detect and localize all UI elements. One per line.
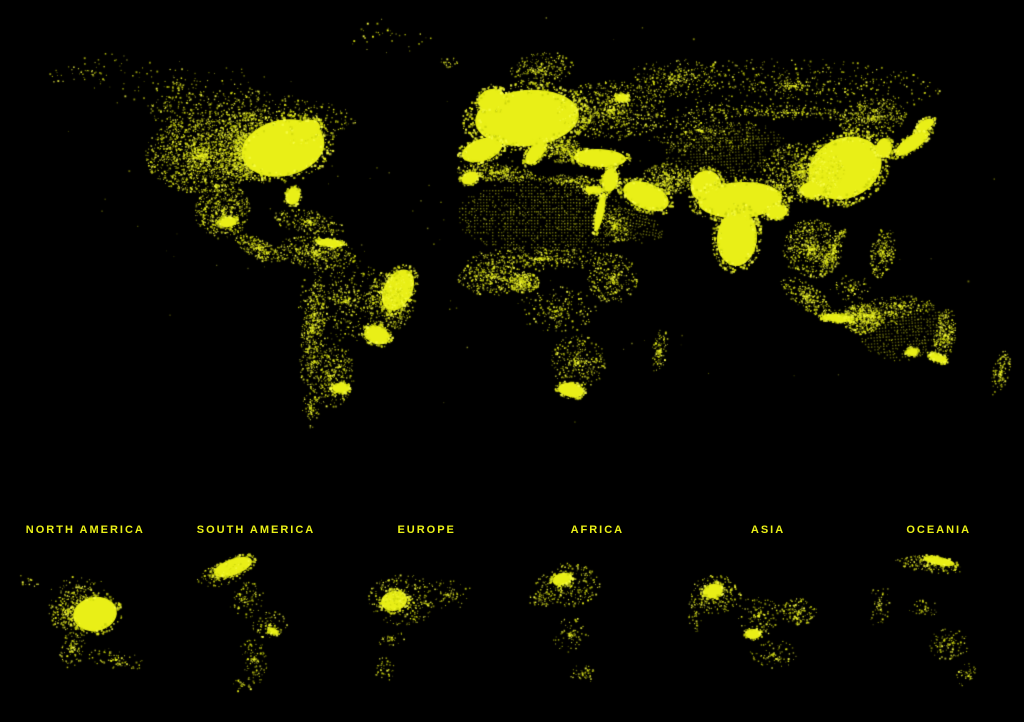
inset-map-north-america bbox=[0, 539, 171, 697]
world-night-lights-map-canvas bbox=[0, 0, 1024, 512]
inset-label-north-america: NORTH AMERICA bbox=[25, 524, 145, 536]
inset-label-europe: EUROPE bbox=[397, 524, 456, 536]
inset-africa: AFRICA bbox=[512, 512, 683, 722]
inset-label-asia: ASIA bbox=[750, 524, 786, 536]
inset-europe: EUROPE bbox=[341, 512, 512, 722]
inset-map-asia bbox=[683, 539, 854, 697]
inset-map-oceania bbox=[853, 539, 1024, 697]
inset-oceania: OCEANIA bbox=[853, 512, 1024, 722]
inset-map-europe bbox=[341, 539, 512, 697]
inset-label-africa: AFRICA bbox=[570, 524, 625, 536]
inset-map-africa bbox=[512, 539, 683, 697]
inset-label-south-america: SOUTH AMERICA bbox=[196, 524, 316, 536]
inset-south-america: SOUTH AMERICA bbox=[171, 512, 342, 722]
inset-map-south-america bbox=[171, 539, 341, 697]
inset-asia: ASIA bbox=[683, 512, 854, 722]
continent-insets-row: NORTH AMERICA SOUTH AMERICA EUROPE AFRIC… bbox=[0, 512, 1024, 722]
inset-label-oceania: OCEANIA bbox=[906, 524, 972, 536]
inset-north-america: NORTH AMERICA bbox=[0, 512, 171, 722]
